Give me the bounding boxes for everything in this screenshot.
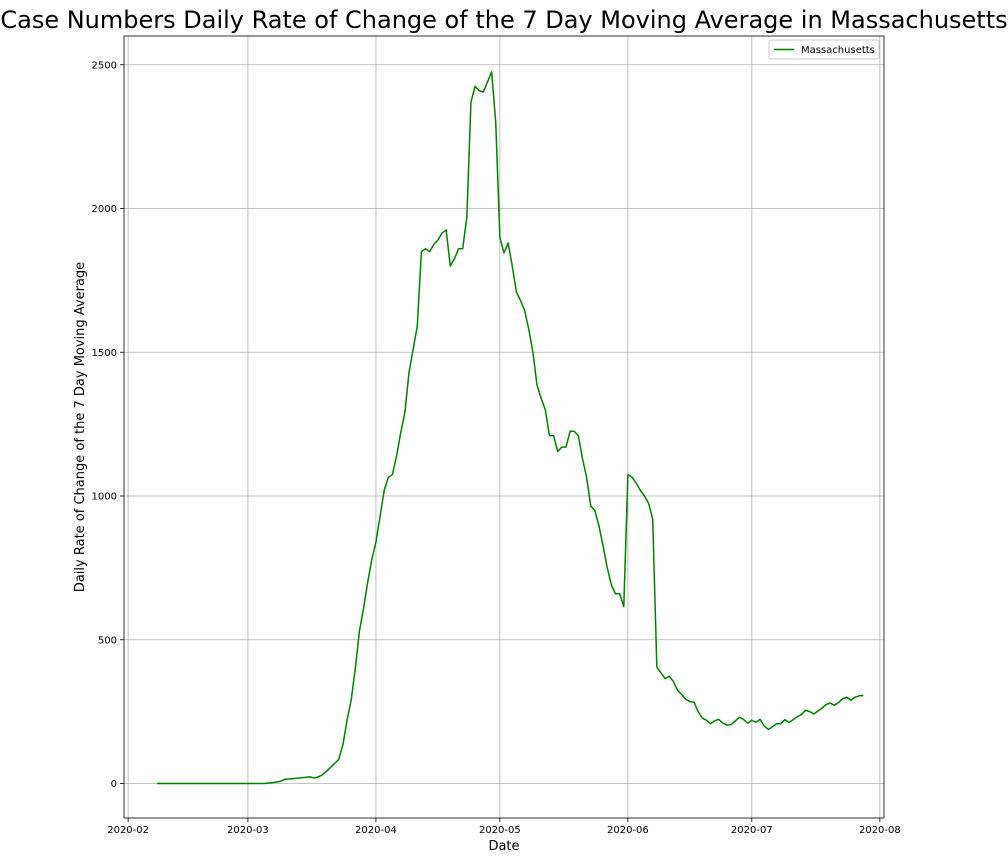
x-tick-label: 2020-03 [227,825,269,836]
x-tick-label: 2020-06 [607,825,649,836]
y-axis-label: Daily Rate of Change of the 7 Day Moving… [73,262,88,592]
legend-label: Massachusetts [801,45,875,56]
grid-lines [124,36,884,818]
y-axis: 0 500 1000 1500 2000 2500 [92,60,124,790]
x-tick-label: 2020-02 [107,825,149,836]
x-axis: 2020-02 2020-03 2020-04 2020-05 2020-06 2020-… [107,818,901,836]
y-tick-label: 0 [111,779,117,790]
x-tick-label: 2020-04 [355,825,397,836]
series-lines [157,71,864,785]
series-line-massachusetts [157,71,864,785]
x-tick-label: 2020-07 [731,825,773,836]
x-axis-label: Date [488,839,519,854]
x-tick-label: 2020-08 [859,825,901,836]
y-tick-label: 1000 [92,492,117,503]
y-tick-label: 500 [98,635,117,646]
y-tick-label: 1500 [92,348,117,359]
x-tick-label: 2020-05 [479,825,521,836]
legend-box [768,39,880,60]
y-tick-label: 2500 [92,60,117,71]
plot-frame [123,35,885,819]
legend: Massachusetts [768,39,880,60]
y-tick-label: 2000 [92,204,117,215]
chart-title: Case Numbers Daily Rate of Change of the… [0,6,1008,34]
